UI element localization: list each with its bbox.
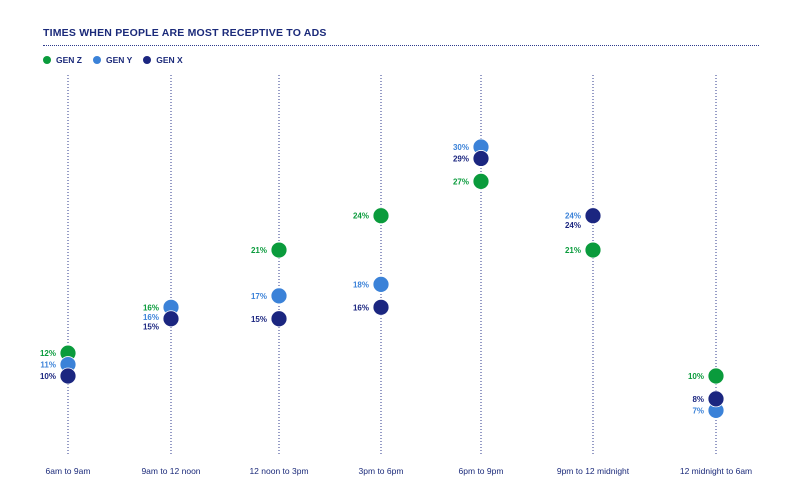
dot-gen-x-9pm-to-12-midnight xyxy=(584,207,602,225)
legend-label-gen-y: GEN Y xyxy=(105,55,133,65)
dot-gen-z-12-midnight-to-6am xyxy=(707,367,725,385)
value-label-gen-y-6am-to-9am: 11% xyxy=(40,361,56,370)
value-label-gen-x-9am-to-12-noon: 15% xyxy=(143,322,159,331)
value-label-gen-z-6am-to-9am: 12% xyxy=(40,349,56,358)
dot-gen-y-3pm-to-6pm xyxy=(372,275,390,293)
title-divider xyxy=(43,45,759,46)
chart-title: TIMES WHEN PEOPLE ARE MOST RECEPTIVE TO … xyxy=(43,27,327,39)
value-label-gen-y-12-noon-to-3pm: 17% xyxy=(251,292,267,301)
value-label-gen-y-9am-to-12-noon: 16% xyxy=(143,313,159,322)
category-label-9pm-to-12-midnight: 9pm to 12 midnight xyxy=(557,466,630,476)
dot-gen-x-12-midnight-to-6am xyxy=(707,390,725,408)
dot-gen-z-6pm-to-9pm xyxy=(472,172,490,190)
value-label-gen-x-12-noon-to-3pm: 15% xyxy=(251,315,267,324)
value-label-gen-z-9am-to-12-noon: 16% xyxy=(143,303,159,312)
dot-gen-z-9pm-to-12-midnight xyxy=(584,241,602,259)
value-label-gen-z-9pm-to-12-midnight: 21% xyxy=(565,246,581,255)
dot-gen-x-6am-to-9am xyxy=(59,367,77,385)
value-label-gen-y-9pm-to-12-midnight: 24% xyxy=(565,212,581,221)
category-label-12-midnight-to-6am: 12 midnight to 6am xyxy=(680,466,752,476)
category-label-9am-to-12-noon: 9am to 12 noon xyxy=(141,466,200,476)
category-label-3pm-to-6pm: 3pm to 6pm xyxy=(359,466,404,476)
value-label-gen-x-6pm-to-9pm: 29% xyxy=(453,154,469,163)
value-label-gen-z-12-midnight-to-6am: 10% xyxy=(688,372,704,381)
value-label-gen-z-6pm-to-9pm: 27% xyxy=(453,177,469,186)
dot-gen-z-3pm-to-6pm xyxy=(372,207,390,225)
dot-gen-x-12-noon-to-3pm xyxy=(270,310,288,328)
dot-gen-x-3pm-to-6pm xyxy=(372,298,390,316)
value-label-gen-z-3pm-to-6pm: 24% xyxy=(353,212,369,221)
value-label-gen-z-12-noon-to-3pm: 21% xyxy=(251,246,267,255)
legend-dot-gen-z xyxy=(43,56,51,64)
value-label-gen-x-6am-to-9am: 10% xyxy=(40,372,56,381)
legend: GEN Z GEN Y GEN X xyxy=(43,54,194,66)
value-label-gen-x-12-midnight-to-6am: 8% xyxy=(692,395,704,404)
value-label-gen-y-6pm-to-9pm: 30% xyxy=(453,143,469,152)
legend-item-gen-x: GEN X xyxy=(143,55,183,65)
category-label-12-noon-to-3pm: 12 noon to 3pm xyxy=(249,466,308,476)
legend-dot-gen-x xyxy=(143,56,152,64)
legend-dot-gen-y xyxy=(92,56,101,64)
dot-gen-x-6pm-to-9pm xyxy=(472,150,490,167)
category-label-6am-to-9am: 6am to 9am xyxy=(46,466,91,476)
value-label-gen-x-9pm-to-12-midnight: 24% xyxy=(565,221,581,230)
legend-item-gen-z: GEN Z xyxy=(43,55,82,65)
category-label-6pm-to-9pm: 6pm to 9pm xyxy=(459,466,504,476)
dot-gen-x-9am-to-12-noon xyxy=(162,310,180,328)
value-label-gen-y-12-midnight-to-6am: 7% xyxy=(692,406,704,415)
legend-label-gen-z: GEN Z xyxy=(56,55,82,65)
value-label-gen-y-3pm-to-6pm: 18% xyxy=(353,280,369,289)
dot-gen-y-12-noon-to-3pm xyxy=(270,287,288,305)
dot-gen-z-12-noon-to-3pm xyxy=(270,241,288,259)
value-label-gen-x-3pm-to-6pm: 16% xyxy=(353,303,369,312)
legend-label-gen-x: GEN X xyxy=(156,55,183,65)
legend-item-gen-y: GEN Y xyxy=(92,55,133,65)
